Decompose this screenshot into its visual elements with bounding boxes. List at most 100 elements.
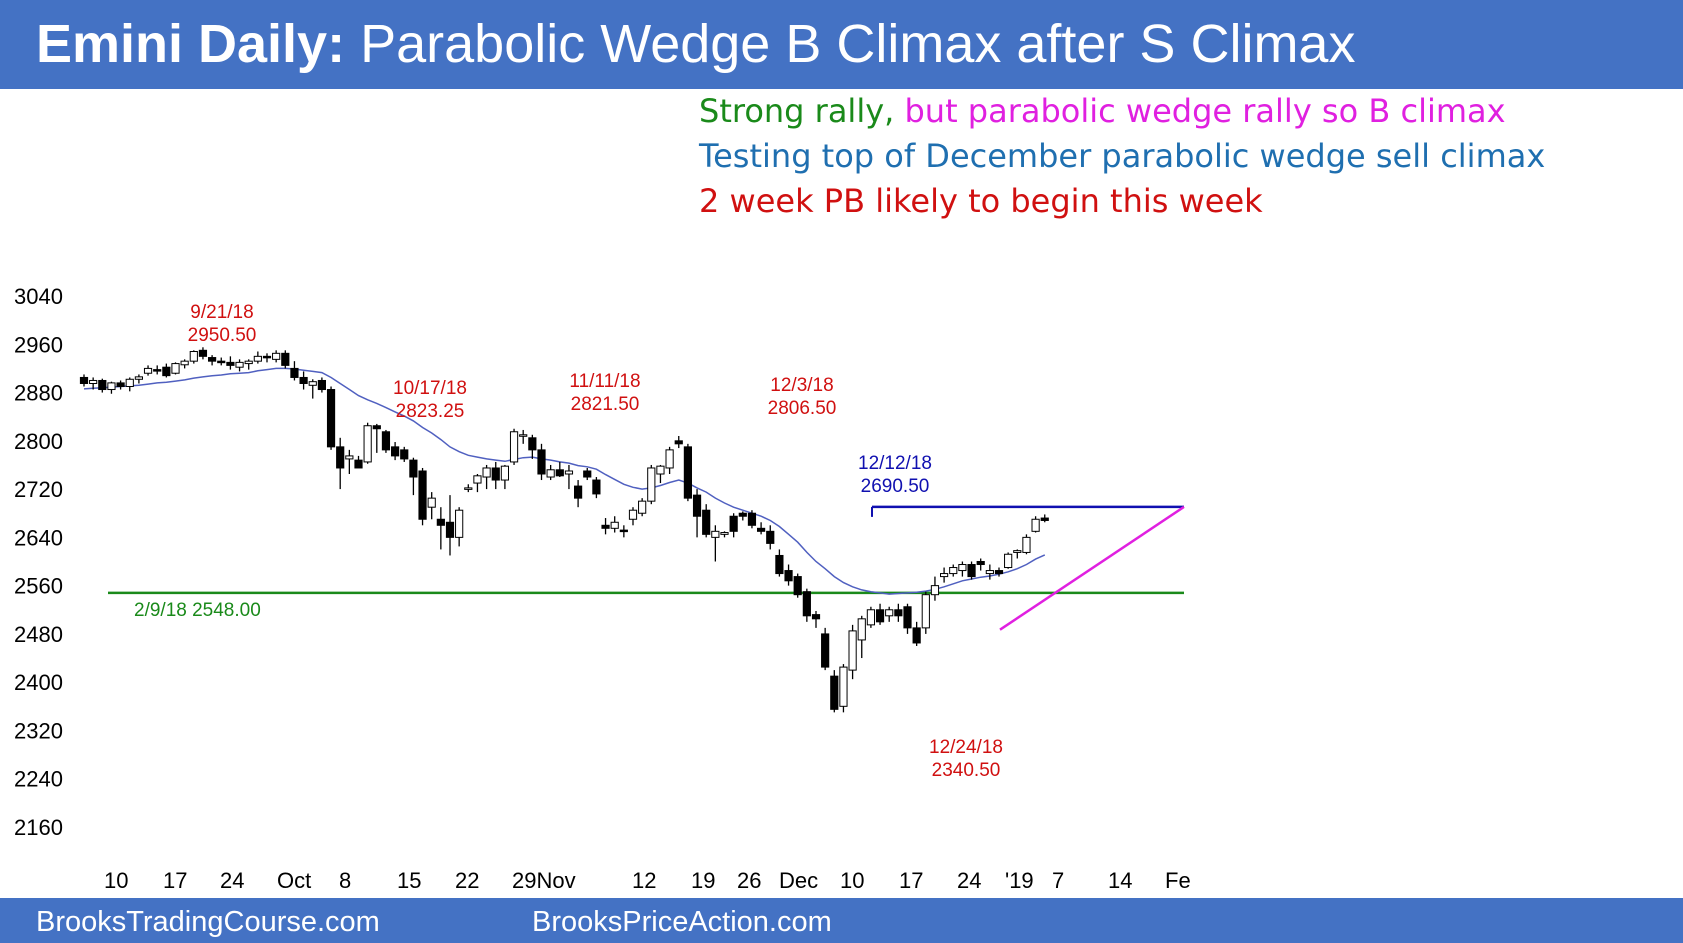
bear-candle <box>583 470 592 478</box>
bear-candle <box>903 606 912 629</box>
bear-candle <box>281 352 290 366</box>
annotation-date: 12/12/18 <box>858 453 932 474</box>
x-tick-label: 22 <box>455 868 479 893</box>
bear-candle <box>766 530 775 544</box>
bear-candle <box>967 564 976 578</box>
x-tick-label: 10 <box>104 868 128 893</box>
bear-candle <box>391 446 400 457</box>
bull-candle <box>711 530 720 538</box>
x-tick-label: 15 <box>397 868 421 893</box>
annotation-price: 2950.50 <box>188 325 257 346</box>
x-tick-label: 10 <box>840 868 864 893</box>
bear-candle <box>79 376 89 384</box>
bear-candle <box>354 459 363 469</box>
bull-candle <box>107 382 116 391</box>
bear-candle <box>894 609 903 617</box>
bear-candle <box>162 366 171 377</box>
bear-candle <box>757 527 766 532</box>
bear-candle <box>537 449 546 475</box>
footer-right-link[interactable]: BrooksPriceAction.com <box>532 906 832 938</box>
x-tick-label: 17 <box>163 868 187 893</box>
bull-candle <box>1022 536 1031 553</box>
note-line-3: 2 week PB likely to begin this week <box>699 182 1263 220</box>
x-tick-label: Dec <box>779 868 818 893</box>
annotation-date: 11/11/18 <box>569 371 640 392</box>
annotation-price: 2821.50 <box>571 394 640 415</box>
annotation-date: 12/3/18 <box>770 375 833 396</box>
x-tick-label: 14 <box>1108 868 1132 893</box>
bull-candle <box>885 609 894 617</box>
bull-candle <box>482 467 491 478</box>
bull-candle <box>930 585 940 596</box>
bull-candle <box>720 532 729 535</box>
annotation-price: 2806.50 <box>768 398 837 419</box>
bull-candle <box>656 465 665 475</box>
bear-candle <box>729 515 738 532</box>
bear-candle <box>811 614 821 620</box>
note-line-1: Strong rally, but parabolic wedge rally … <box>699 92 1506 130</box>
bull-candle <box>171 363 180 374</box>
bear-candle <box>116 382 125 388</box>
bull-candle <box>189 351 198 362</box>
bear-candle <box>875 609 885 623</box>
bear-candle <box>208 357 217 362</box>
bear-candle <box>692 494 702 517</box>
bull-candle <box>638 500 647 514</box>
bull-candle <box>363 425 372 463</box>
bull-candle <box>235 361 244 368</box>
title-rest: Parabolic Wedge B Climax after S Climax <box>360 14 1356 74</box>
x-tick-label: 17 <box>899 868 923 893</box>
bull-candle <box>610 521 619 529</box>
bear-candle <box>217 360 226 364</box>
bull-candle <box>665 449 674 469</box>
page-title: Emini Daily: Parabolic Wedge B Climax af… <box>36 8 1355 80</box>
bear-candle <box>1040 517 1049 521</box>
bull-candle <box>427 497 436 508</box>
y-tick-label: 2160 <box>14 815 63 840</box>
y-tick-label: 2800 <box>14 429 63 454</box>
y-tick-label: 2320 <box>14 718 63 743</box>
bull-candle <box>509 431 519 463</box>
bear-candle <box>262 355 272 359</box>
bull-candle <box>244 360 253 365</box>
footer-left-link[interactable]: BrooksTradingCourse.com <box>36 906 380 938</box>
bull-candle <box>464 487 473 490</box>
x-tick-label: '19 <box>1005 868 1034 893</box>
note-line-2: Testing top of December parabolic wedge … <box>699 137 1546 175</box>
bear-candle <box>683 446 692 499</box>
bull-candle <box>546 469 555 478</box>
y-tick-label: 3040 <box>14 284 63 309</box>
bear-candle <box>491 467 500 481</box>
bear-candle <box>226 361 235 366</box>
bear-candle <box>436 518 445 526</box>
bull-candle <box>839 666 848 707</box>
bear-candle <box>802 591 811 617</box>
bull-candle <box>564 470 574 475</box>
x-tick-label: 19 <box>691 868 715 893</box>
y-tick-label: 2880 <box>14 381 63 406</box>
bull-candle <box>500 465 509 481</box>
y-tick-label: 2400 <box>14 670 63 695</box>
x-tick-label: 7 <box>1052 868 1064 893</box>
x-tick-label: Oct <box>277 868 311 893</box>
bear-candle <box>775 554 784 575</box>
annotation-price: 2823.25 <box>396 401 465 422</box>
x-tick-label: 8 <box>339 868 351 893</box>
bear-candle <box>290 367 299 378</box>
bear-candle <box>418 470 427 520</box>
title-bold: Emini Daily: <box>36 14 346 74</box>
bear-candle <box>400 449 409 460</box>
x-tick-label: 24 <box>957 868 981 893</box>
bear-candle <box>98 379 107 391</box>
bear-candle <box>445 521 455 538</box>
y-tick-label: 2960 <box>14 332 63 357</box>
x-tick-label: 29Nov <box>512 868 576 893</box>
bull-candle <box>985 570 994 575</box>
bear-candle <box>747 512 757 526</box>
x-tick-label: 12 <box>632 868 656 893</box>
bull-candle <box>647 467 656 502</box>
bear-candle <box>738 512 747 517</box>
footer-bar: BrooksTradingCourse.com BrooksPriceActio… <box>0 898 1683 943</box>
bull-candle <box>143 367 153 374</box>
bear-candle <box>198 349 208 357</box>
